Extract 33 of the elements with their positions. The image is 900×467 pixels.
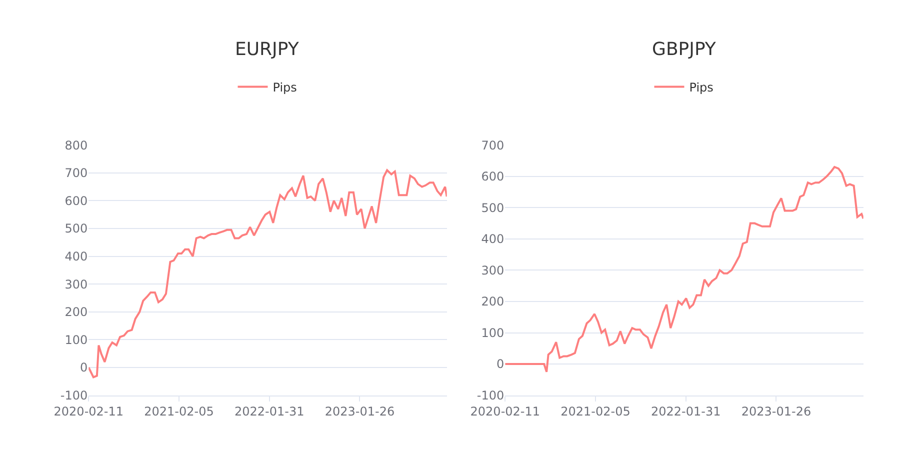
x-tick-label: 2021-02-05	[560, 404, 630, 419]
x-tick-label: 2023-01-26	[324, 404, 395, 419]
y-tick-label: 300	[481, 263, 504, 278]
y-tick-label: 600	[64, 194, 88, 208]
line-series	[88, 169, 447, 378]
y-tick-label: 700	[481, 138, 504, 152]
x-tick-label: 2020-02-11	[54, 404, 124, 419]
y-tick-label: 400	[64, 250, 88, 264]
y-tick-label: 200	[64, 305, 88, 320]
chart-title: EURJPY	[235, 39, 300, 60]
y-tick-label: 0	[496, 357, 504, 372]
y-tick-label: 300	[64, 277, 88, 292]
x-tick-label: 2022-01-31	[651, 404, 721, 419]
y-tick-label: 100	[481, 326, 504, 340]
x-tick-label: 2020-02-11	[470, 404, 540, 419]
y-tick-label: 800	[64, 138, 88, 152]
y-tick-label: 600	[481, 170, 504, 184]
y-tick-label: 700	[64, 166, 88, 180]
x-tick-label: 2021-02-05	[144, 404, 214, 419]
y-tick-label: 400	[481, 232, 504, 246]
legend-label: Pips	[272, 80, 297, 94]
y-tick-label: 500	[481, 200, 504, 215]
y-tick-label: 100	[64, 332, 88, 347]
legend-label: Pips	[689, 80, 714, 94]
y-tick-label: 0	[80, 360, 88, 375]
line-series	[505, 166, 864, 373]
x-tick-label: 2023-01-26	[741, 404, 812, 419]
y-tick-label: 500	[64, 222, 88, 236]
y-tick-label: -100	[60, 388, 88, 402]
y-tick-label: -100	[476, 388, 504, 402]
chart-title: GBPJPY	[652, 39, 717, 60]
y-tick-label: 200	[481, 294, 504, 309]
x-tick-label: 2022-01-31	[234, 404, 304, 419]
